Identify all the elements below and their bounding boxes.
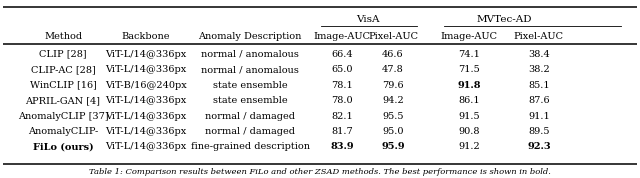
Text: ViT-L/14@336px: ViT-L/14@336px [105,96,186,105]
Text: CLIP-AC [28]: CLIP-AC [28] [31,65,95,74]
Text: 85.1: 85.1 [528,81,550,90]
Text: normal / anomalous: normal / anomalous [201,50,299,59]
Text: 91.1: 91.1 [528,112,550,121]
Text: 47.8: 47.8 [382,65,404,74]
Text: 95.0: 95.0 [382,127,404,136]
Text: 38.2: 38.2 [528,65,550,74]
Text: 86.1: 86.1 [458,96,480,105]
Text: Image-AUC: Image-AUC [440,32,497,41]
Text: Pixel-AUC: Pixel-AUC [514,32,564,41]
Text: ViT-L/14@336px: ViT-L/14@336px [105,112,186,121]
Text: 89.5: 89.5 [528,127,550,136]
Text: normal / damaged: normal / damaged [205,127,295,136]
Text: 74.1: 74.1 [458,50,480,59]
Text: 87.6: 87.6 [528,96,550,105]
Text: 65.0: 65.0 [332,65,353,74]
Text: state ensemble: state ensemble [213,81,287,90]
Text: 81.7: 81.7 [332,127,353,136]
Text: MVTec-AD: MVTec-AD [476,15,532,24]
Text: Image-AUC: Image-AUC [314,32,371,41]
Text: ViT-L/14@336px: ViT-L/14@336px [105,65,186,74]
Text: 95.9: 95.9 [381,143,404,151]
Text: VisA: VisA [356,15,380,24]
Text: state ensemble: state ensemble [213,96,287,105]
Text: ViT-L/14@336px: ViT-L/14@336px [105,127,186,136]
Text: 79.6: 79.6 [382,81,404,90]
Text: 92.3: 92.3 [527,143,550,151]
Text: 91.8: 91.8 [458,81,481,90]
Text: 82.1: 82.1 [332,112,353,121]
Text: 38.4: 38.4 [528,50,550,59]
Text: 46.6: 46.6 [382,50,404,59]
Text: Table 1: Comparison results between FiLo and other ZSAD methods. The best perfor: Table 1: Comparison results between FiLo… [89,168,551,176]
Text: CLIP [28]: CLIP [28] [39,50,87,59]
Text: ViT-L/14@336px: ViT-L/14@336px [105,50,186,59]
Text: Anomaly Description: Anomaly Description [198,32,302,41]
Text: normal / anomalous: normal / anomalous [201,65,299,74]
Text: Method: Method [44,32,82,41]
Text: AnomalyCLIP-: AnomalyCLIP- [28,127,98,136]
Text: 94.2: 94.2 [382,96,404,105]
Text: 95.5: 95.5 [382,112,404,121]
Text: FiLo (ours): FiLo (ours) [33,143,93,151]
Text: 83.9: 83.9 [330,143,354,151]
Text: ViT-B/16@240px: ViT-B/16@240px [105,81,186,90]
Text: WinCLIP [16]: WinCLIP [16] [29,81,97,90]
Text: ViT-L/14@336px: ViT-L/14@336px [105,143,186,151]
Text: fine-grained description: fine-grained description [191,143,310,151]
Text: 71.5: 71.5 [458,65,480,74]
Text: normal / damaged: normal / damaged [205,112,295,121]
Text: 78.0: 78.0 [332,96,353,105]
Text: Pixel-AUC: Pixel-AUC [368,32,418,41]
Text: 78.1: 78.1 [332,81,353,90]
Text: 91.2: 91.2 [458,143,480,151]
Text: AnomalyCLIP [37]: AnomalyCLIP [37] [18,112,108,121]
Text: APRIL-GAN [4]: APRIL-GAN [4] [26,96,100,105]
Text: Backbone: Backbone [121,32,170,41]
Text: 90.8: 90.8 [458,127,480,136]
Text: 66.4: 66.4 [332,50,353,59]
Text: 91.5: 91.5 [458,112,480,121]
